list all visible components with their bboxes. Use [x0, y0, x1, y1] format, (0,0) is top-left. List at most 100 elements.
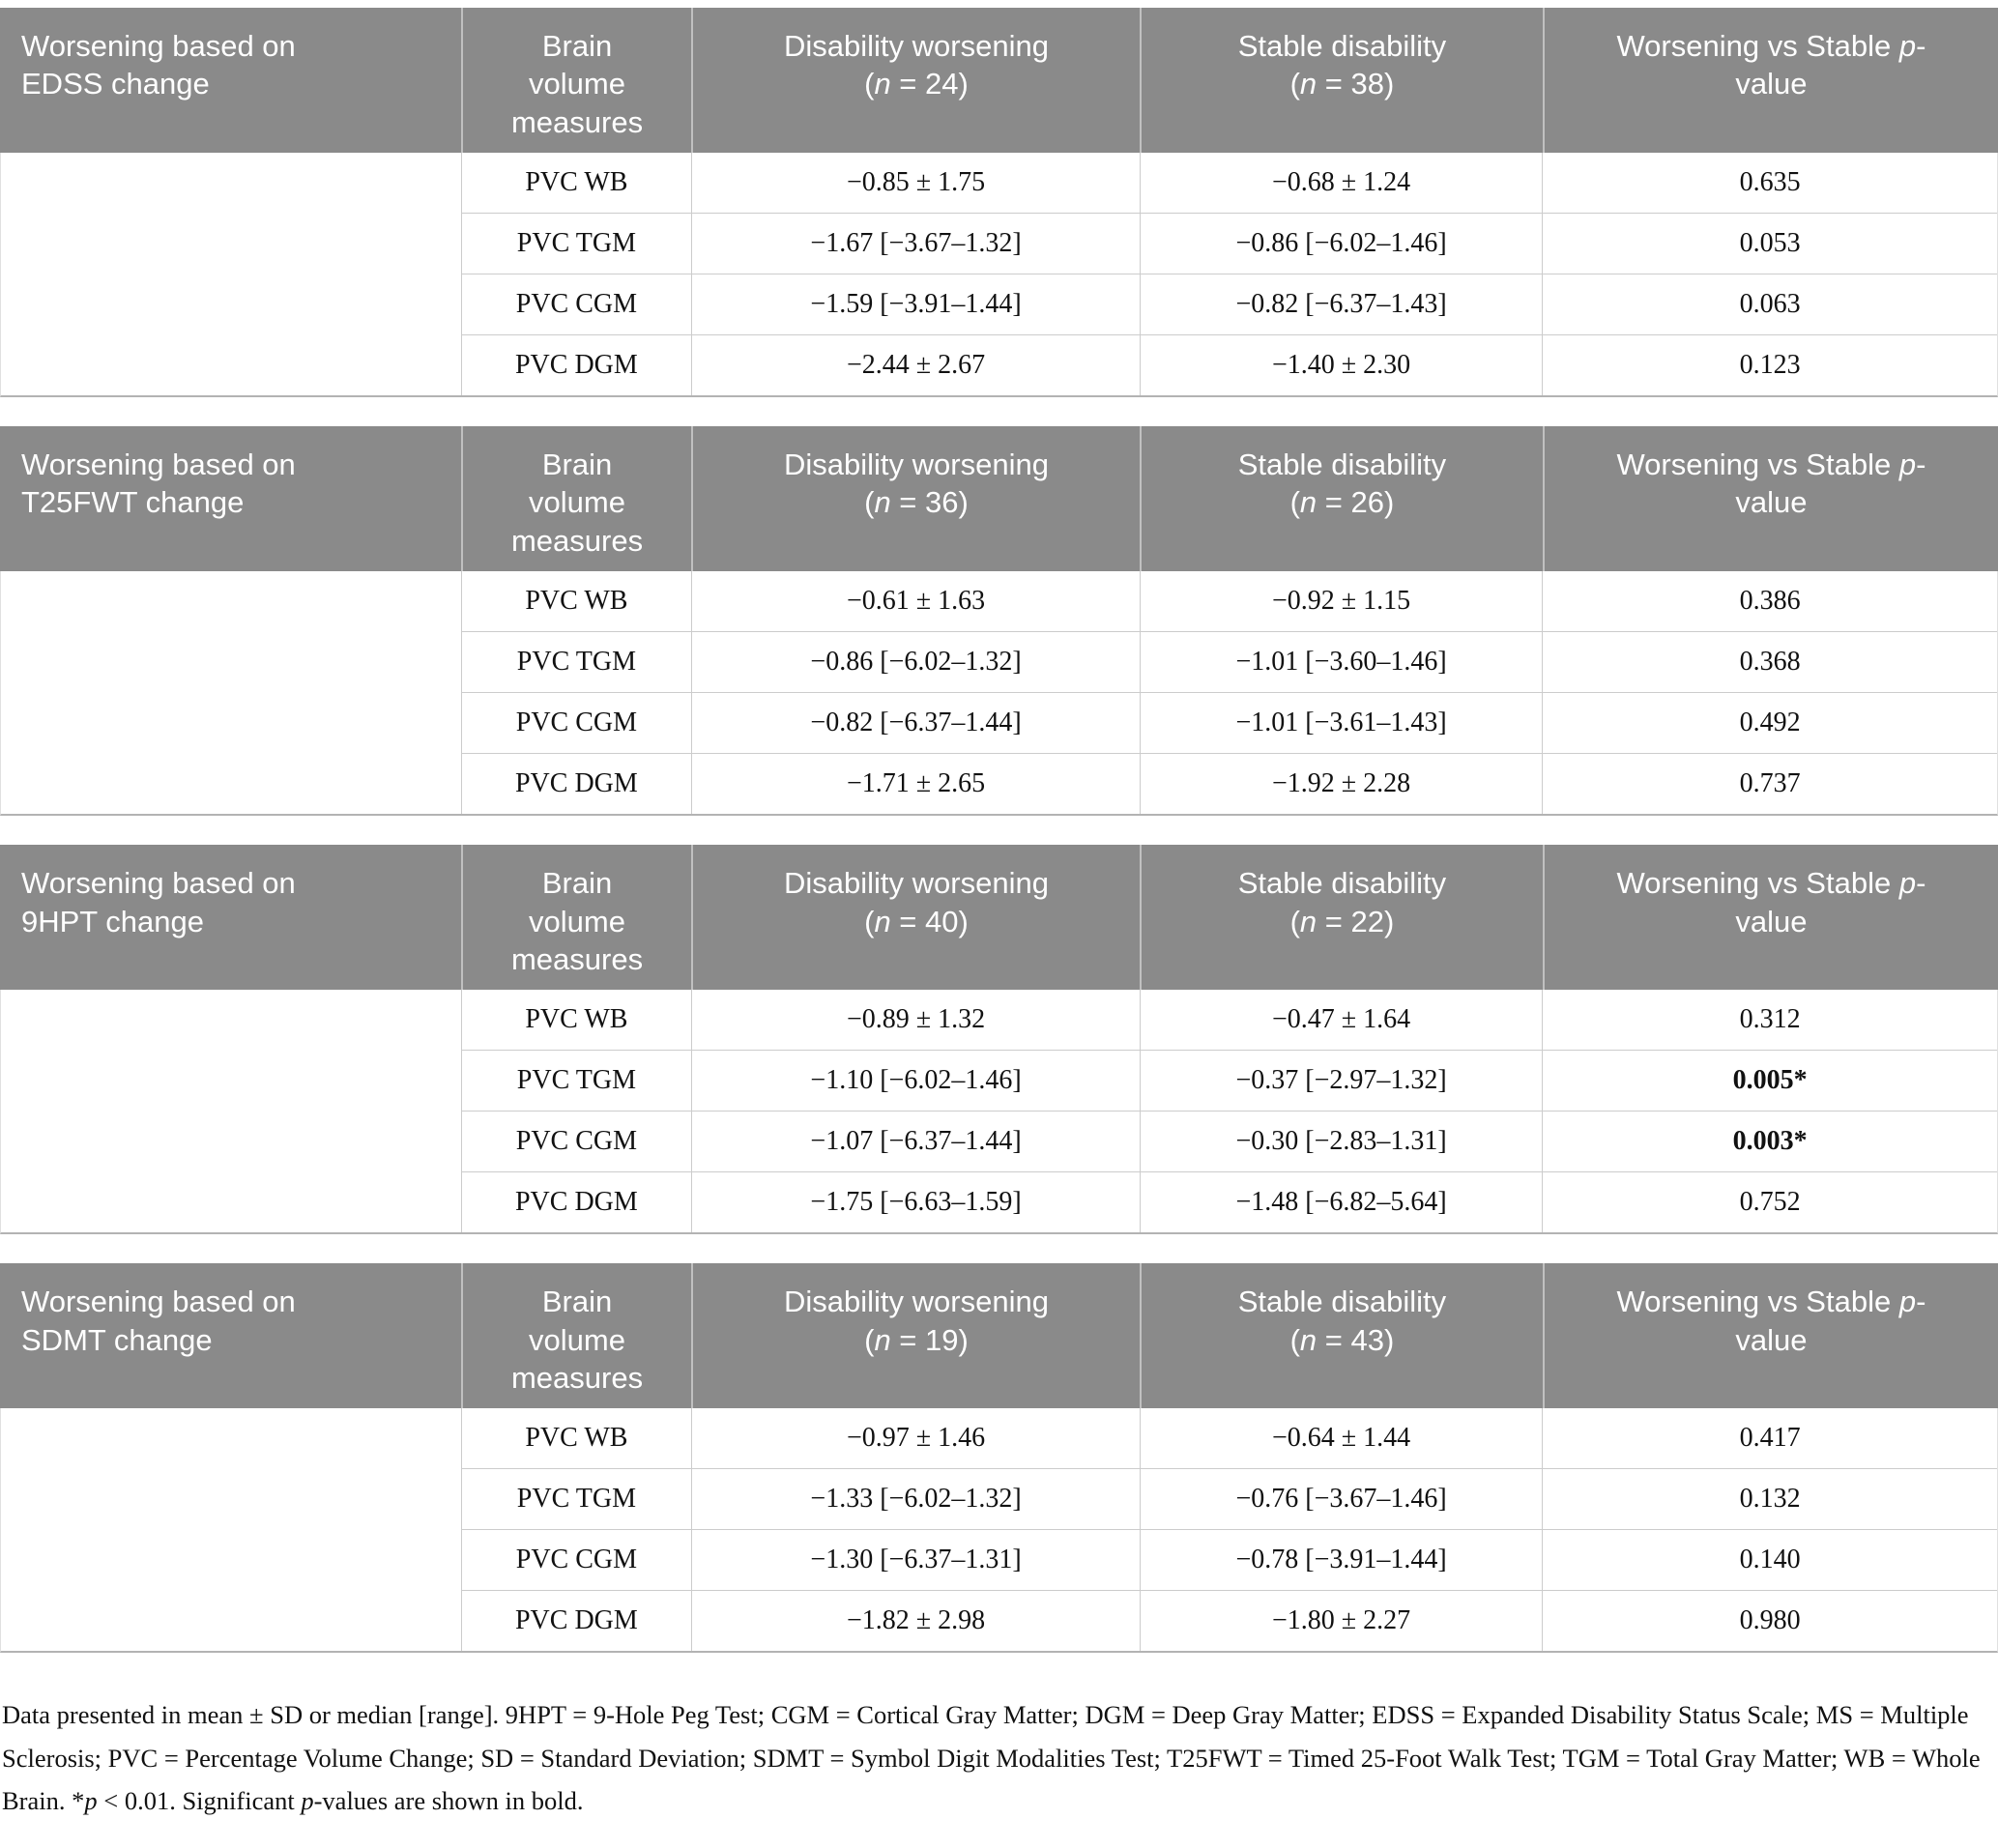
worsening-value-cell: −0.61 ± 1.63 — [691, 571, 1140, 632]
worsening-value-cell: −1.82 ± 2.98 — [691, 1591, 1140, 1652]
sample-size-stable: (n = 26) — [1289, 485, 1395, 520]
worsening-value-cell: −1.07 [−6.37–1.44] — [691, 1112, 1140, 1172]
table-row: PVC WB −0.85 ± 1.75 −0.68 ± 1.24 0.635 — [462, 153, 1997, 214]
row-label-spacer — [1, 1408, 462, 1652]
col-header-stable-disability: Stable disability (n = 43) — [1140, 1263, 1543, 1409]
row-label-spacer — [1, 571, 462, 815]
stable-value-cell: −0.78 [−3.91–1.44] — [1139, 1530, 1542, 1591]
col-header-brain-volume-measures: Brain volume measures — [461, 845, 691, 991]
measure-cell: PVC WB — [525, 167, 628, 198]
table-9hpt-header-row: Worsening based on 9HPT change Brain vol… — [0, 845, 1998, 991]
table-t25fwt-body: PVC WB −0.61 ± 1.63 −0.92 ± 1.15 0.386 P… — [0, 571, 1998, 817]
p-value-cell: 0.123 — [1542, 335, 1997, 396]
table-row: PVC WB −0.97 ± 1.46 −0.64 ± 1.44 0.417 — [462, 1408, 1997, 1469]
worsening-value-cell: −0.97 ± 1.46 — [691, 1408, 1140, 1469]
measure-cell: PVC DGM — [514, 1605, 638, 1636]
sample-size-stable: (n = 38) — [1289, 67, 1395, 101]
worsening-value-cell: −1.75 [−6.63–1.59] — [691, 1172, 1140, 1233]
worsening-value-cell: −1.67 [−3.67–1.32] — [691, 214, 1140, 274]
stable-value-cell: −0.82 [−6.37–1.43] — [1139, 274, 1542, 335]
table-row: PVC CGM −1.59 [−3.91–1.44] −0.82 [−6.37–… — [461, 274, 1997, 335]
table-row: PVC TGM −0.86 [−6.02–1.32] −1.01 [−3.60–… — [461, 631, 1997, 693]
p-value-cell: 0.132 — [1542, 1469, 1997, 1530]
measure-cell: PVC DGM — [514, 768, 638, 799]
worsening-value-cell: −0.85 ± 1.75 — [691, 153, 1140, 214]
stable-value-cell: −0.86 [−6.02–1.46] — [1139, 214, 1542, 274]
table-t25fwt-header-row: Worsening based on T25FWT change Brain v… — [0, 426, 1998, 572]
table-edss-header-row: Worsening based on EDSS change Brain vol… — [0, 8, 1998, 154]
measure-cell: PVC TGM — [516, 647, 636, 678]
worsening-value-cell: −1.59 [−3.91–1.44] — [691, 274, 1140, 335]
measure-cell: PVC CGM — [515, 1545, 638, 1575]
p-value-cell: 0.368 — [1542, 632, 1997, 693]
worsening-value-cell: −0.89 ± 1.32 — [691, 990, 1140, 1051]
sample-size-worsening: (n = 24) — [864, 67, 969, 101]
stable-value-cell: −1.40 ± 2.30 — [1139, 335, 1542, 396]
table-title-sdmt: Worsening based on SDMT change — [21, 1285, 296, 1357]
table-footnote: Data presented in mean ± SD or median [r… — [2, 1700, 1981, 1816]
table-row: PVC DGM −1.71 ± 2.65 −1.92 ± 2.28 0.737 — [461, 753, 1997, 815]
p-value-cell: 0.003* — [1542, 1112, 1997, 1172]
col-header-brain-volume-measures: Brain volume measures — [461, 1263, 691, 1409]
p-value-cell: 0.980 — [1542, 1591, 1997, 1652]
stable-value-cell: −0.37 [−2.97–1.32] — [1139, 1051, 1542, 1112]
stable-value-cell: −0.47 ± 1.64 — [1139, 990, 1542, 1051]
table-edss: Worsening based on EDSS change Brain vol… — [0, 8, 1998, 398]
stable-value-cell: −0.64 ± 1.44 — [1139, 1408, 1542, 1469]
measure-cell: PVC CGM — [515, 707, 638, 738]
p-value-cell: 0.053 — [1542, 214, 1997, 274]
table-9hpt-body: PVC WB −0.89 ± 1.32 −0.47 ± 1.64 0.312 P… — [0, 990, 1998, 1235]
measure-cell: PVC CGM — [515, 289, 638, 320]
sample-size-stable: (n = 22) — [1289, 904, 1395, 938]
sample-size-worsening: (n = 19) — [864, 1322, 969, 1357]
p-value-cell: 0.140 — [1542, 1530, 1997, 1591]
table-row: PVC CGM −1.07 [−6.37–1.44] −0.30 [−2.83–… — [461, 1111, 1997, 1172]
worsening-value-cell: −1.30 [−6.37–1.31] — [691, 1530, 1140, 1591]
measure-cell: PVC DGM — [514, 1187, 638, 1218]
p-value-cell: 0.386 — [1542, 571, 1997, 632]
worsening-value-cell: −1.10 [−6.02–1.46] — [691, 1051, 1140, 1112]
worsening-value-cell: −1.33 [−6.02–1.32] — [691, 1469, 1140, 1530]
row-label-spacer — [1, 990, 462, 1233]
measure-cell: PVC TGM — [516, 1484, 636, 1515]
table-sdmt-header-row: Worsening based on SDMT change Brain vol… — [0, 1263, 1998, 1409]
table-sdmt-body: PVC WB −0.97 ± 1.46 −0.64 ± 1.44 0.417 P… — [0, 1408, 1998, 1654]
stable-value-cell: −1.48 [−6.82–5.64] — [1139, 1172, 1542, 1233]
p-value-cell: 0.417 — [1542, 1408, 1997, 1469]
worsening-value-cell: −2.44 ± 2.67 — [691, 335, 1140, 396]
col-header-p-value: Worsening vs Stable p- value — [1542, 845, 1998, 991]
col-header-p-value: Worsening vs Stable p- value — [1542, 8, 1998, 154]
table-row: PVC CGM −1.30 [−6.37–1.31] −0.78 [−3.91–… — [461, 1529, 1997, 1591]
p-value-cell: 0.752 — [1542, 1172, 1997, 1233]
stable-value-cell: −1.01 [−3.60–1.46] — [1139, 632, 1542, 693]
col-header-disability-worsening: Disability worsening (n = 24) — [690, 8, 1140, 154]
measure-cell: PVC WB — [525, 1004, 628, 1035]
col-header-stable-disability: Stable disability (n = 26) — [1140, 426, 1543, 572]
col-header-disability-worsening: Disability worsening (n = 36) — [690, 426, 1140, 572]
table-row: PVC DGM −1.82 ± 2.98 −1.80 ± 2.27 0.980 — [461, 1590, 1997, 1652]
col-header-stable-disability: Stable disability (n = 38) — [1140, 8, 1543, 154]
table-t25fwt: Worsening based on T25FWT change Brain v… — [0, 426, 1998, 817]
p-value-cell: 0.063 — [1542, 274, 1997, 335]
worsening-value-cell: −1.71 ± 2.65 — [691, 754, 1140, 815]
table-row: PVC DGM −1.75 [−6.63–1.59] −1.48 [−6.82–… — [461, 1171, 1997, 1233]
sample-size-worsening: (n = 40) — [864, 904, 969, 938]
table-row: PVC TGM −1.33 [−6.02–1.32] −0.76 [−3.67–… — [461, 1468, 1997, 1530]
table-title-edss: Worsening based on EDSS change — [21, 29, 296, 101]
table-row: PVC WB −0.61 ± 1.63 −0.92 ± 1.15 0.386 — [462, 571, 1997, 632]
table-row: PVC TGM −1.67 [−3.67–1.32] −0.86 [−6.02–… — [461, 213, 1997, 274]
stable-value-cell: −0.92 ± 1.15 — [1139, 571, 1542, 632]
stable-value-cell: −0.76 [−3.67–1.46] — [1139, 1469, 1542, 1530]
stable-value-cell: −1.80 ± 2.27 — [1139, 1591, 1542, 1652]
row-label-spacer — [1, 153, 462, 396]
worsening-value-cell: −0.82 [−6.37–1.44] — [691, 693, 1140, 754]
col-header-brain-volume-measures: Brain volume measures — [461, 8, 691, 154]
measure-cell: PVC TGM — [516, 1065, 636, 1096]
col-header-p-value: Worsening vs Stable p- value — [1542, 426, 1998, 572]
table-edss-body: PVC WB −0.85 ± 1.75 −0.68 ± 1.24 0.635 P… — [0, 153, 1998, 398]
table-sdmt: Worsening based on SDMT change Brain vol… — [0, 1263, 1998, 1654]
col-header-disability-worsening: Disability worsening (n = 40) — [690, 845, 1140, 991]
stable-value-cell: −1.01 [−3.61–1.43] — [1139, 693, 1542, 754]
measure-cell: PVC CGM — [515, 1126, 638, 1157]
